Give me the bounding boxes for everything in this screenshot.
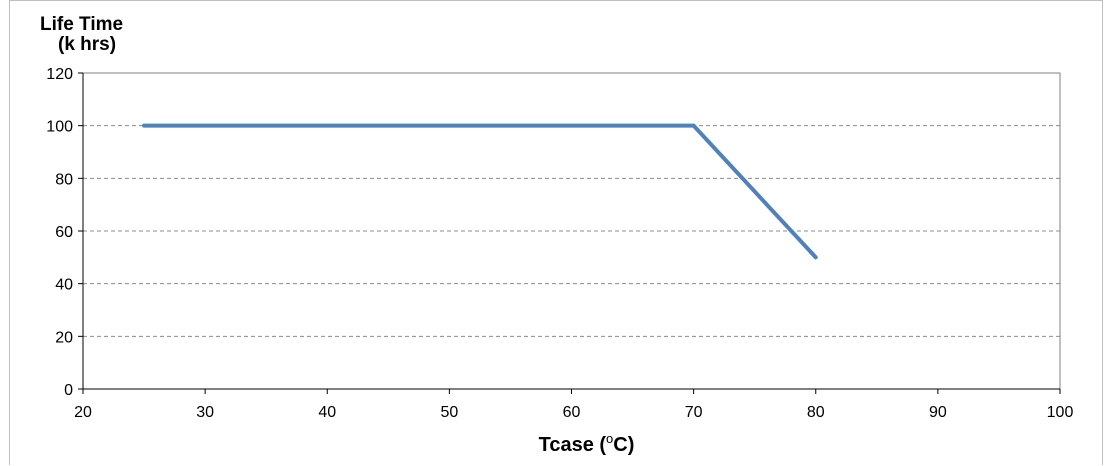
y-tick-label-60: 60 <box>55 224 73 241</box>
series <box>142 123 818 260</box>
x-tick-labels: 20 30 40 50 60 70 80 90 100 <box>74 404 1073 421</box>
y-axis-title: Life Time (k hrs) <box>40 15 123 55</box>
chart-frame <box>9 0 1103 465</box>
y-tick-label-120: 120 <box>46 66 73 83</box>
y-tick-label-80: 80 <box>55 171 73 188</box>
y-tick-label-40: 40 <box>55 277 73 294</box>
plot-area <box>82 72 1061 390</box>
y-tick-label-100: 100 <box>46 119 73 136</box>
gridlines <box>83 125 1060 337</box>
x-tick-label-50: 50 <box>440 404 458 421</box>
x-tick-label-40: 40 <box>318 404 336 421</box>
x-tick-label-30: 30 <box>196 404 214 421</box>
x-tick-label-20: 20 <box>74 404 92 421</box>
series-line-0 <box>142 123 818 260</box>
x-axis-title-prefix: Tcase ( <box>539 434 607 456</box>
x-tick-label-80: 80 <box>807 404 825 421</box>
y-axis-title-line1: Life Time <box>40 14 124 35</box>
axes <box>78 72 1061 394</box>
x-axis-title-degree: o <box>606 431 613 446</box>
x-tick-label-70: 70 <box>685 404 703 421</box>
y-tick-label-20: 20 <box>55 329 73 346</box>
y-tick-label-0: 0 <box>64 382 73 399</box>
x-tick-label-60: 60 <box>563 404 581 421</box>
x-tick-label-100: 100 <box>1047 404 1074 421</box>
x-axis-title-suffix: C) <box>613 434 634 456</box>
x-tick-label-90: 90 <box>929 404 947 421</box>
x-axis-title: Tcase (oC) <box>539 431 635 456</box>
y-axis-title-line2: (k hrs) <box>58 34 117 55</box>
y-tick-labels: 0 20 40 60 80 100 120 <box>46 66 73 399</box>
